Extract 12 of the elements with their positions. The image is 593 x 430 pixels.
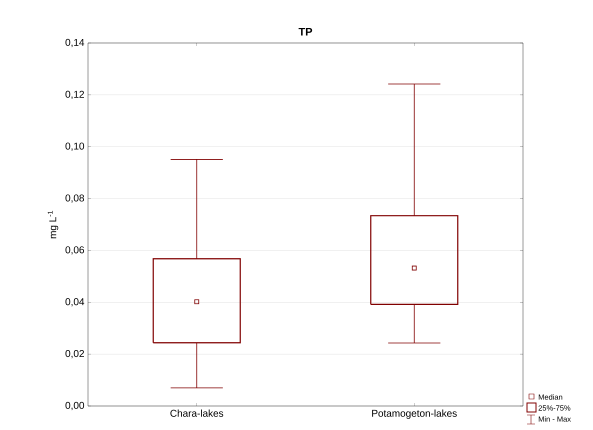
y-axis-title: mg L$^{-1}$: [48, 210, 58, 238]
y-tick-label: 0,00: [65, 402, 84, 410]
x-tick-label: Chara-lakes: [170, 410, 224, 417]
y-tick-label: 0,06: [65, 246, 84, 255]
y-tick-label: 0,10: [65, 142, 84, 151]
y-tick-label: 0,04: [65, 298, 84, 306]
y-tick-label: 0,08: [65, 194, 84, 203]
y-tick-label: 0,14: [65, 38, 84, 48]
x-tick-label: Potamogeton-lakes: [372, 410, 457, 419]
chart-title: TP: [298, 28, 312, 36]
y-tick-label: 0,02: [65, 350, 84, 358]
y-tick-label: 0,12: [65, 90, 84, 99]
